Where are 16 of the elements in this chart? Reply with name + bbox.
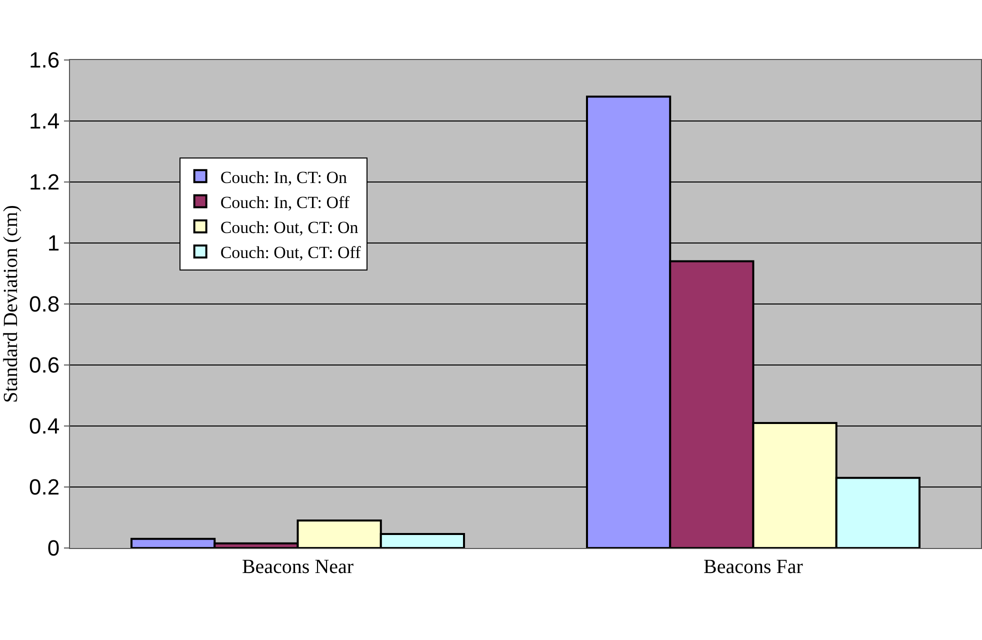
legend-label: Couch: In, CT: Off	[220, 192, 350, 212]
y-tick-label: 0.8	[29, 292, 60, 317]
y-tick-label: 1.4	[29, 108, 60, 134]
x-tick-label: Beacons Far	[704, 556, 804, 578]
y-axis-title: Standard Deviation (cm)	[0, 205, 22, 403]
legend-label: Couch: Out, CT: On	[220, 218, 359, 237]
legend-label: Couch: Out, CT: Off	[220, 243, 362, 262]
y-tick-label: 0	[47, 536, 60, 561]
y-tick-label: 1.6	[29, 48, 60, 73]
y-tick-label: 0.4	[29, 414, 60, 439]
y-tick-label: 1	[47, 230, 60, 256]
x-tick-label: Beacons Near	[242, 556, 354, 578]
y-tick-label: 0.6	[29, 352, 60, 378]
y-tick-label: 0.2	[29, 474, 60, 500]
y-tick-label: 1.2	[29, 170, 60, 195]
legend-label: Couch: In, CT: On	[220, 168, 348, 187]
